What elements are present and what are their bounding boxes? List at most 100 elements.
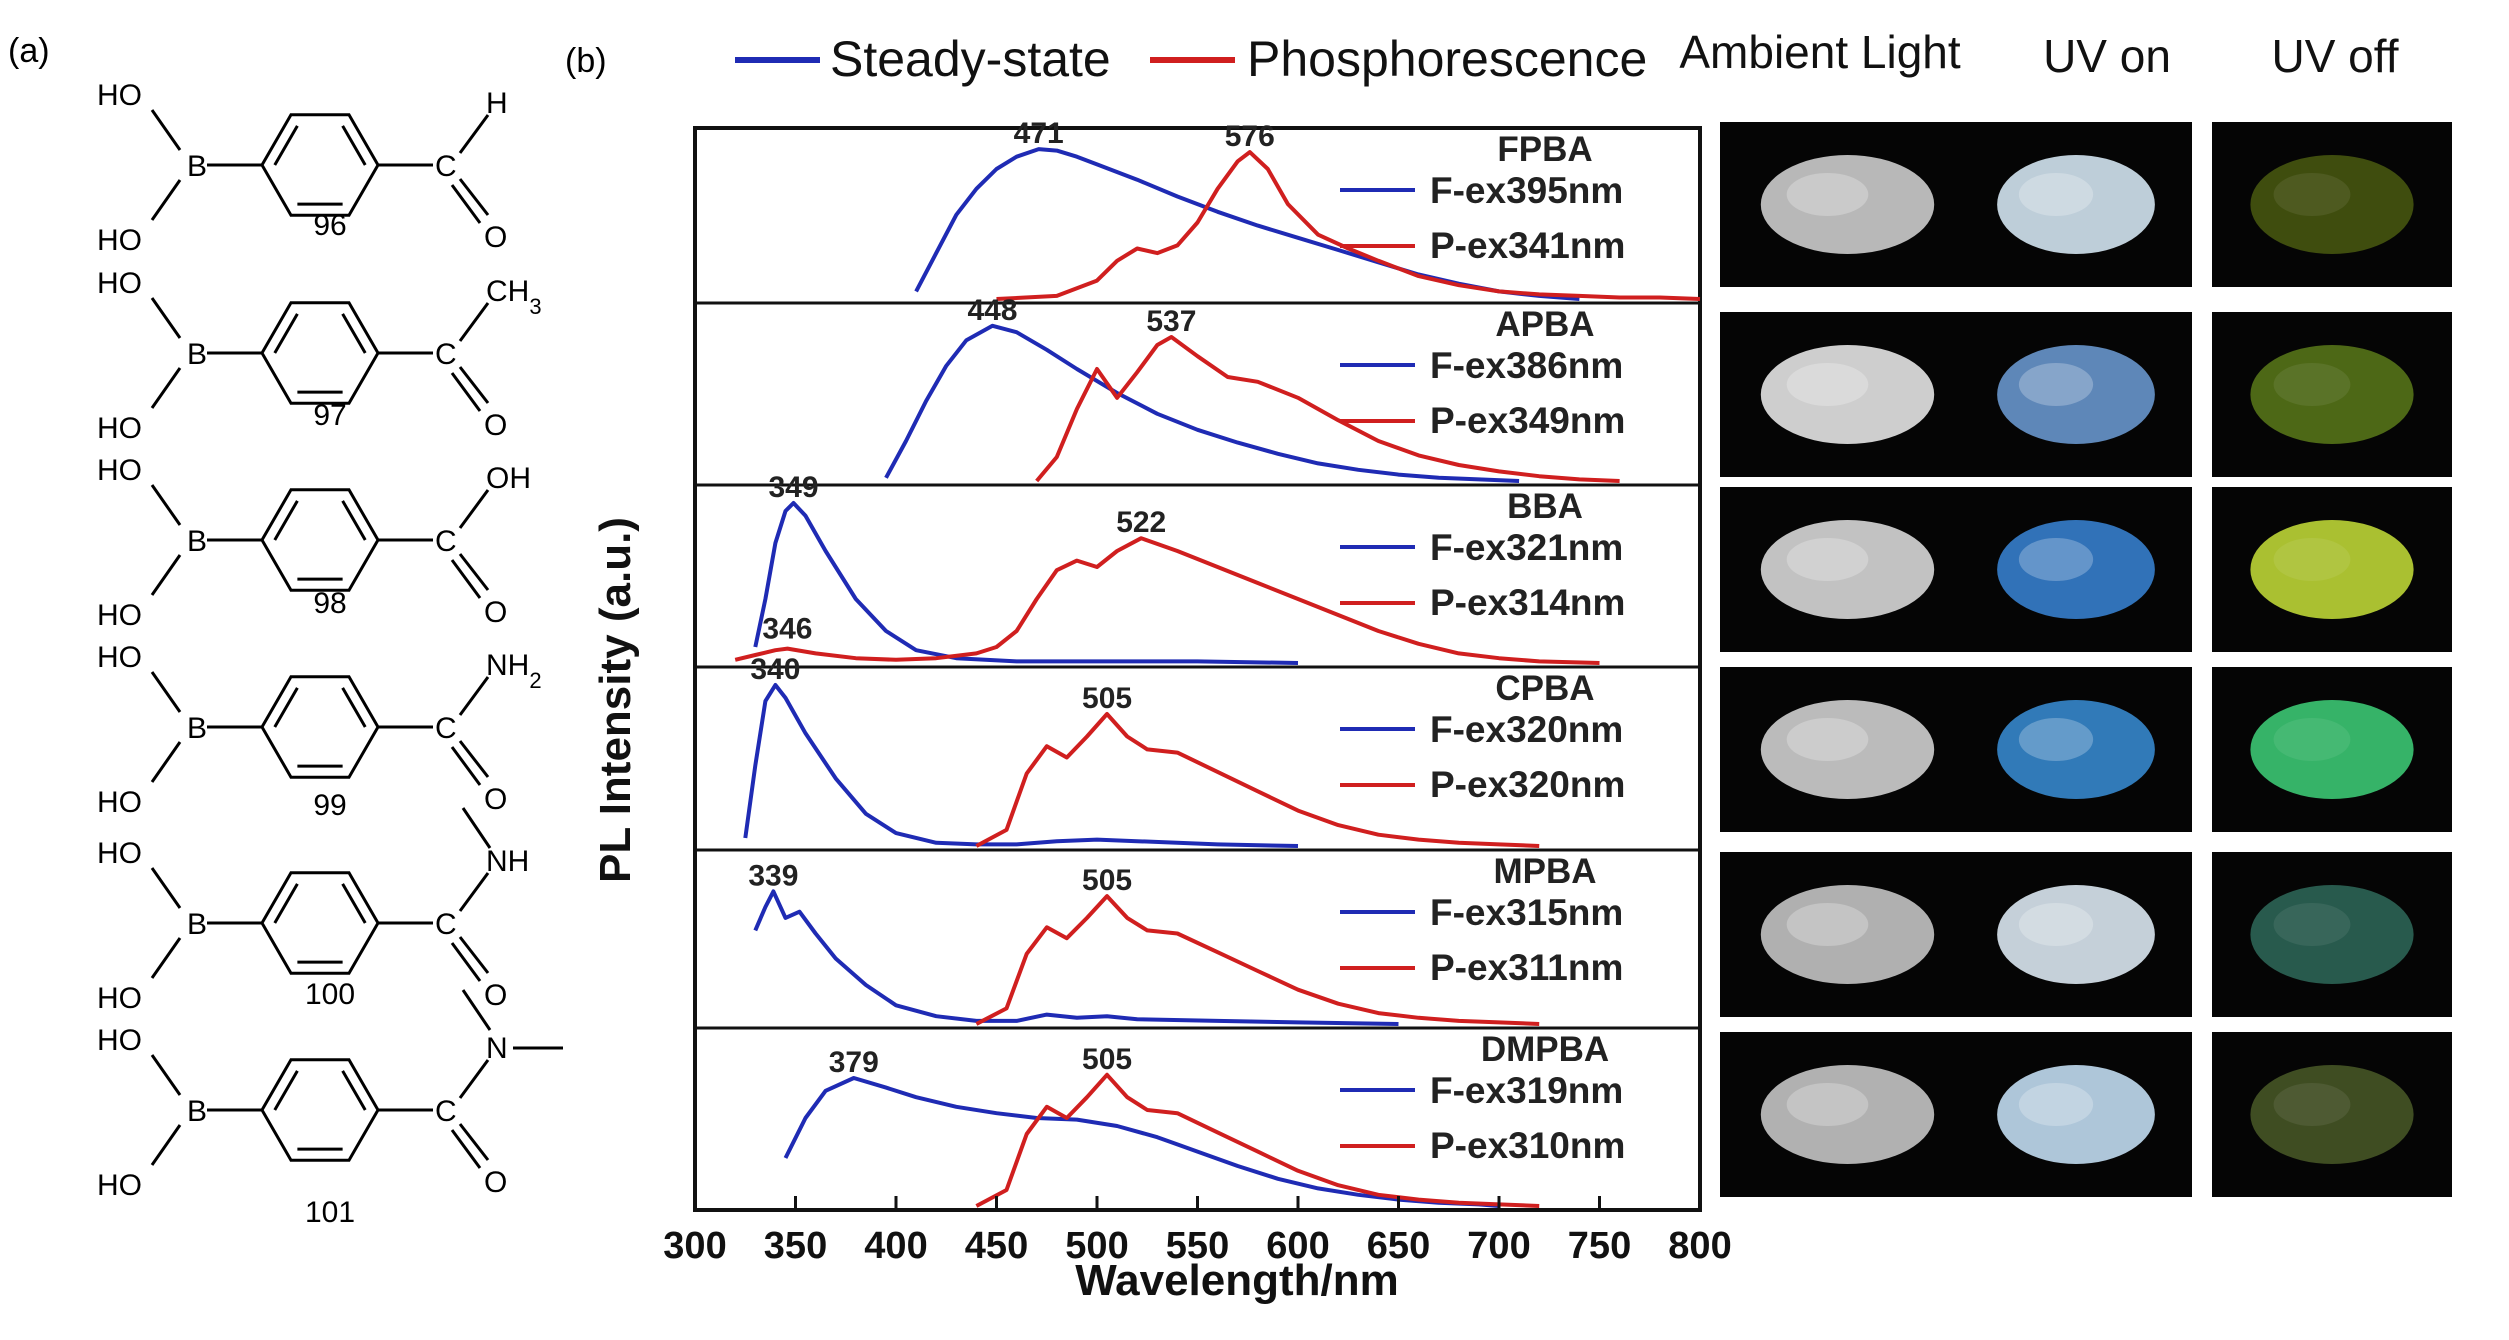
crystal-highlight xyxy=(2018,1083,2094,1126)
compound-number: 99 xyxy=(313,789,346,822)
phosphorescence-peak-label: 576 xyxy=(1225,120,1275,153)
structure-97: B HO HO C O CH3 97 xyxy=(97,267,542,445)
bond xyxy=(458,676,490,716)
boron-atom: B xyxy=(187,150,207,183)
structure-100: B HO HO C O NH 100 xyxy=(97,807,529,1015)
phosphorescence-excitation-label: P-ex341nm xyxy=(1430,225,1625,266)
photo-uv-off-row3 xyxy=(2212,487,2452,652)
hydroxyl-label: HO xyxy=(97,837,142,870)
substituent-label: NH xyxy=(486,845,529,878)
substituent-label: N xyxy=(486,1032,508,1065)
bond xyxy=(150,179,182,221)
boron-atom: B xyxy=(187,525,207,558)
crystal-sample xyxy=(2250,885,2414,984)
crystal-sample xyxy=(2250,345,2414,444)
benzene-ring xyxy=(260,675,380,779)
crystal-highlight xyxy=(2018,363,2094,406)
x-tick-label: 650 xyxy=(1367,1225,1430,1267)
substituent-label: H xyxy=(486,87,508,120)
crystal-sample xyxy=(2250,1065,2414,1164)
photo-uv-on-row2 xyxy=(1960,312,2192,477)
carbon-atom: C xyxy=(435,712,457,745)
crystal-sample xyxy=(1760,520,1935,619)
fluorescence-excitation-label: F-ex320nm xyxy=(1430,709,1623,750)
compound-name-label: DMPBA xyxy=(1481,1030,1609,1069)
carbon-atom: C xyxy=(435,338,457,371)
x-tick-label: 500 xyxy=(1065,1225,1128,1267)
carbon-atom: C xyxy=(435,908,457,941)
structure-96: B HO HO C O H 96 xyxy=(97,79,508,257)
photo-uv-off-row4 xyxy=(2212,667,2452,832)
crystal-sample xyxy=(1997,520,2155,619)
crystal-highlight xyxy=(1786,1083,1869,1126)
carbonyl-oxygen: O xyxy=(484,1166,507,1199)
double-bond xyxy=(450,942,482,982)
boron-atom: B xyxy=(187,1095,207,1128)
crystal-highlight xyxy=(1786,363,1869,406)
substituent-label: CH3 xyxy=(486,275,542,319)
double-bond xyxy=(450,372,482,412)
hydroxyl-label: HO xyxy=(97,1169,142,1202)
crystal-sample xyxy=(2250,700,2414,799)
benzene-ring xyxy=(260,1058,380,1162)
x-tick-label: 450 xyxy=(965,1225,1028,1267)
carbon-atom: C xyxy=(435,150,457,183)
crystal-sample xyxy=(1997,700,2155,799)
double-bond xyxy=(341,500,367,541)
hydroxyl-label: HO xyxy=(97,599,142,632)
crystal-highlight xyxy=(1786,538,1869,581)
carbon-atom: C xyxy=(435,525,457,558)
hydroxyl-label: HO xyxy=(97,412,142,445)
photo-ambient-row2 xyxy=(1720,312,1975,477)
crystal-sample xyxy=(1760,155,1935,254)
crystal-highlight xyxy=(1786,903,1869,946)
carbonyl-oxygen: O xyxy=(484,221,507,254)
double-bond xyxy=(450,1129,482,1169)
fluorescence-line-mpba xyxy=(753,889,1399,1026)
fluorescence-line-cpba xyxy=(743,683,1299,848)
phosphorescence-line-apba xyxy=(1035,335,1620,483)
fluorescence-excitation-label: F-ex386nm xyxy=(1430,345,1623,386)
crystal-sample xyxy=(1760,1065,1935,1164)
chart-legend: Steady-state Phosphorescence xyxy=(735,31,1647,87)
crystal-highlight xyxy=(2273,363,2351,406)
crystal-sample xyxy=(1997,345,2155,444)
benzene-ring xyxy=(260,301,380,405)
x-tick-label: 700 xyxy=(1467,1225,1530,1267)
phosphorescence-peak-label: 522 xyxy=(1116,506,1166,539)
phosphorescence-excitation-label: P-ex320nm xyxy=(1430,764,1625,805)
boron-atom: B xyxy=(187,338,207,371)
phosphorescence-line-dmpba xyxy=(975,1072,1540,1208)
bond xyxy=(150,484,182,526)
crystal-sample xyxy=(1760,345,1935,444)
double-bond xyxy=(341,1070,367,1111)
hydroxyl-label: HO xyxy=(97,224,142,257)
fluorescence-excitation-label: F-ex315nm xyxy=(1430,892,1623,933)
photo-uv-on-row3 xyxy=(1960,487,2192,652)
crystal-highlight xyxy=(2018,538,2094,581)
double-bond xyxy=(273,883,299,924)
benzene-ring xyxy=(260,488,380,592)
phosphorescence-line-fpba xyxy=(996,150,1701,301)
photo-uv-off-row5 xyxy=(2212,852,2452,1017)
phosphorescence-excitation-label: P-ex349nm xyxy=(1430,400,1625,441)
fluorescence-excitation-label: F-ex319nm xyxy=(1430,1070,1623,1111)
photo-uv-on-row4 xyxy=(1960,667,2192,832)
bond xyxy=(150,867,182,909)
phosphorescence-peak-label: 505 xyxy=(1082,864,1132,897)
phosphorescence-line-cpba xyxy=(975,712,1540,848)
photo-ambient-row6 xyxy=(1720,1032,1975,1197)
crystal-highlight xyxy=(2018,173,2094,216)
panel-b-label: (b) xyxy=(565,42,607,80)
compound-name-label: APBA xyxy=(1495,305,1594,344)
x-tick-label: 350 xyxy=(764,1225,827,1267)
double-bond xyxy=(458,936,490,974)
x-axis-title: Wavelength/nm xyxy=(1075,1256,1399,1305)
compound-number: 97 xyxy=(313,399,346,432)
legend-steady-state-label: Steady-state xyxy=(830,31,1111,87)
double-bond xyxy=(273,1070,299,1111)
x-tick-label: 300 xyxy=(663,1225,726,1267)
structure-98: B HO HO C O OH 98 xyxy=(97,454,531,632)
